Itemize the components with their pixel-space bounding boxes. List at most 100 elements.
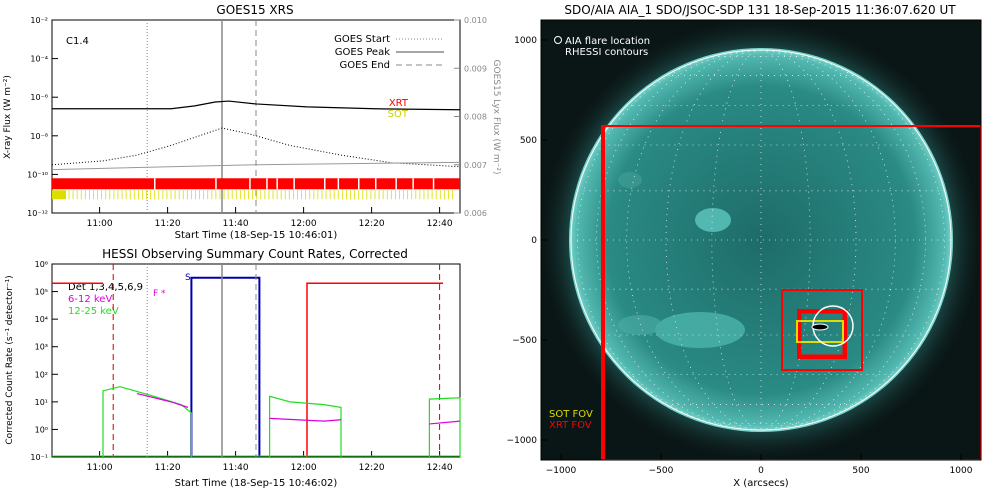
legend-aia-flare: AIA flare location <box>565 36 650 47</box>
longitude-line <box>711 49 762 431</box>
legend-detectors: Det 1,3,4,5,6,9 <box>68 282 143 293</box>
xrt-coverage-gap <box>249 178 251 190</box>
hessi-y-ticks: 10⁶ 10⁵ 10⁴ 10³ 10² 10¹ 10⁰ 10⁻¹ <box>30 260 58 462</box>
hessi-ylabel: Corrected Count Rate (s⁻¹ detector⁻¹) <box>5 275 15 444</box>
hessi-plot-area <box>52 264 461 457</box>
goes-y-tick-label: 10⁻² <box>30 16 48 25</box>
hessi-y-tick-label: 10³ <box>35 343 48 352</box>
active-region-3 <box>618 315 662 335</box>
aia-x-tick-label: −500 <box>649 466 674 476</box>
rhessi-contour <box>811 323 829 331</box>
goes-y-right-ticks: 0.010 0.009 0.008 0.007 0.006 <box>454 16 487 218</box>
goes-y-ticks: 10⁻² 10⁻⁴ 10⁻⁶ 10⁻⁸ 10⁻¹⁰ 10⁻¹² <box>27 16 58 218</box>
hessi-panel: HESSI Observing Summary Count Rates, Cor… <box>5 247 461 489</box>
goes-x-tick-label: 12:20 <box>359 219 385 229</box>
label-xrt-fov: XRT FOV <box>549 420 592 431</box>
legend-goes-peak: GOES Peak <box>335 47 390 58</box>
label-sot: SOT <box>388 109 409 120</box>
label-sot-fov: SOT FOV <box>549 409 593 420</box>
aia-y-tick-label: 0 <box>531 236 537 246</box>
hessi-xlabel: Start Time (18-Sep-15 10:46:02) <box>175 478 338 489</box>
hessi-y-tick-label: 10⁵ <box>35 288 48 297</box>
xrt-fov-medium <box>781 289 863 371</box>
flag-s: S <box>185 273 191 283</box>
goes-title: GOES15 XRS <box>216 3 293 17</box>
goes-y-right-tick-label: 0.009 <box>464 64 487 73</box>
aia-y-tick-label: −1000 <box>507 436 538 446</box>
aia-x-ticks: −1000 −500 0 500 1000 <box>546 454 973 476</box>
legend-6-12kev: 6-12 keV <box>68 294 112 305</box>
xrt-coverage-gap <box>154 178 156 190</box>
goes-ylabel: X-ray Flux (W m⁻²) <box>3 75 13 159</box>
hessi-x-tick-label: 12:00 <box>291 463 317 473</box>
xrt-coverage-gap <box>395 178 397 190</box>
hessi-12-25kev-line <box>102 386 192 457</box>
hessi-12-25kev-line <box>269 395 342 457</box>
hessi-x-tick-label: 11:00 <box>87 463 113 473</box>
xrt-coverage-gap <box>215 178 217 190</box>
aia-x-tick-label: 500 <box>852 466 869 476</box>
hessi-y-tick-label: 10¹ <box>35 398 48 407</box>
active-region-1 <box>695 208 731 232</box>
goes-y-right-tick-label: 0.008 <box>464 113 487 122</box>
xrt-coverage-gap <box>412 178 414 190</box>
goes-x-tick-label: 12:40 <box>427 219 453 229</box>
goes-x-tick-label: 11:00 <box>87 219 113 229</box>
aia-y-ticks: 1000 500 0 −500 −1000 <box>507 36 547 446</box>
hessi-12-25kev-line <box>428 397 461 457</box>
hessi-x-tick-label: 11:20 <box>155 463 181 473</box>
aia-x-tick-label: 0 <box>758 466 764 476</box>
goes-x-tick-label: 11:40 <box>223 219 249 229</box>
goes-y-tick-label: 10⁻¹² <box>27 209 48 218</box>
label-xrt: XRT <box>389 98 409 109</box>
xrt-coverage-gap <box>375 178 377 190</box>
hessi-y-tick-label: 10⁴ <box>35 315 48 324</box>
goes-long-channel-line <box>52 100 461 111</box>
legend-rhessi: RHESSI contours <box>565 47 648 58</box>
xrt-coverage-gap <box>266 178 268 190</box>
goes-class-annotation: C1.4 <box>66 36 89 47</box>
aia-y-tick-label: 500 <box>520 136 537 146</box>
attenuator-state-2 <box>306 282 443 457</box>
goes-x-ticks: 11:00 11:20 11:40 12:00 12:20 12:40 <box>87 207 453 229</box>
goes-x-tick-label: 12:00 <box>291 219 317 229</box>
hessi-x-tick-label: 11:40 <box>223 463 249 473</box>
goes-legend: GOES Start GOES Peak GOES End <box>334 34 444 71</box>
active-region-2 <box>655 312 745 348</box>
goes-y-right-tick-label: 0.007 <box>464 161 487 170</box>
hessi-6-12kev-line <box>269 417 342 422</box>
saa-segment <box>190 276 261 457</box>
goes-y-tick-label: 10⁻⁶ <box>30 93 48 102</box>
goes-y-right-tick-label: 0.010 <box>464 16 487 25</box>
heliographic-grid <box>571 49 951 431</box>
goes-plot-area <box>51 20 461 213</box>
goes-y-tick-label: 10⁻¹⁰ <box>27 170 48 179</box>
aia-xlabel: X (arcsecs) <box>733 478 789 489</box>
aia-y-tick-label: 1000 <box>514 36 537 46</box>
goes-ylabel-right: GOES15 Lyx Flux (W m⁻²) <box>491 60 501 175</box>
longitude-line <box>760 49 811 431</box>
hessi-6-12kev-line <box>136 393 189 408</box>
goes-lyx-line <box>51 161 461 171</box>
goes-x-tick-label: 11:20 <box>155 219 181 229</box>
aia-panel: SDO/AIA AIA_1 SDO/JSOC-SDP 131 18-Sep-20… <box>507 3 982 489</box>
hessi-y-tick-label: 10⁶ <box>35 260 48 269</box>
xrt-coverage-bar <box>52 178 460 190</box>
xrt-coverage-gap <box>276 178 278 190</box>
aia-title: SDO/AIA AIA_1 SDO/JSOC-SDP 131 18-Sep-20… <box>564 3 956 17</box>
xrt-coverage-gap <box>293 178 295 190</box>
aia-x-tick-label: −1000 <box>546 466 577 476</box>
xrt-coverage-gap <box>324 178 326 190</box>
goes-short-channel-line <box>51 127 461 168</box>
aia-legend: AIA flare location RHESSI contours <box>554 36 650 58</box>
aia-x-tick-label: 1000 <box>950 466 973 476</box>
active-region-4 <box>618 172 642 188</box>
goes-y-tick-label: 10⁻⁸ <box>30 132 48 141</box>
limb-circle <box>570 49 952 431</box>
flag-f: F * <box>153 289 166 299</box>
legend-12-25kev: 12-25 keV <box>68 306 119 317</box>
legend-goes-end: GOES End <box>340 60 390 71</box>
hessi-title: HESSI Observing Summary Count Rates, Cor… <box>102 247 408 261</box>
sot-coverage-solid <box>52 190 66 200</box>
hessi-x-tick-label: 12:20 <box>359 463 385 473</box>
